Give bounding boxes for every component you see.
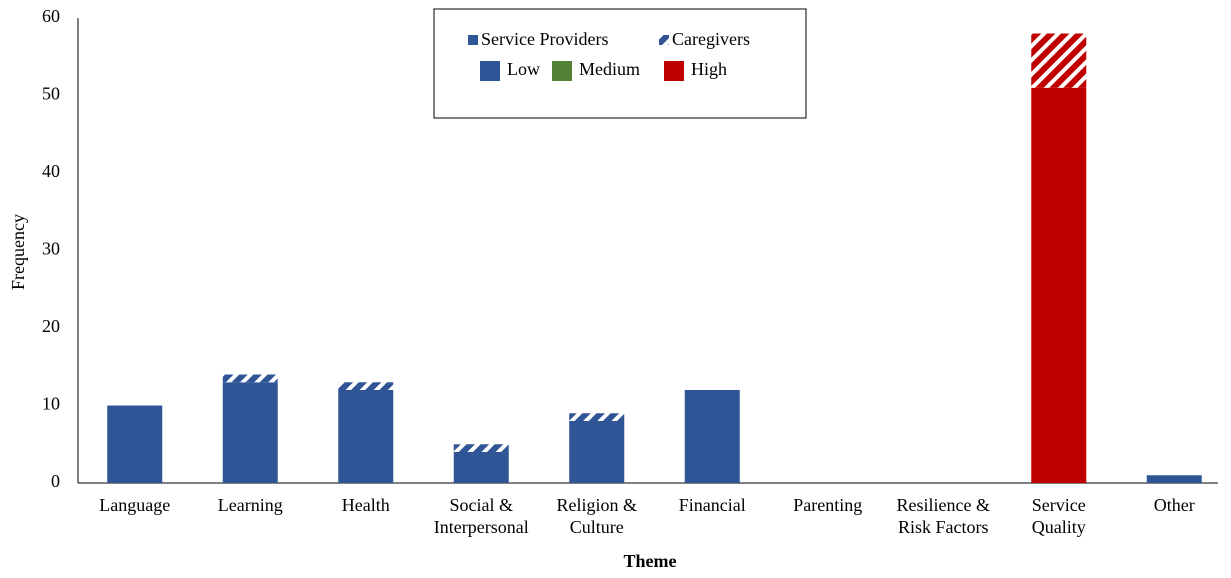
legend-marker: [480, 61, 500, 81]
bar-segment: [1031, 87, 1087, 483]
x-tick-label: Social &: [450, 495, 514, 515]
bar-segment: [1146, 475, 1202, 483]
y-tick-label: 0: [51, 471, 60, 491]
y-tick-label: 60: [42, 6, 60, 26]
x-tick-label: Risk Factors: [898, 517, 989, 537]
legend-marker: [468, 35, 478, 45]
x-tick-label: Language: [99, 495, 170, 515]
y-tick-label: 30: [42, 239, 60, 259]
legend-label: Caregivers: [672, 29, 750, 49]
x-axis-label: Theme: [624, 551, 677, 571]
y-tick-label: 50: [42, 84, 60, 104]
x-tick-label: Interpersonal: [434, 517, 529, 537]
legend-marker: [664, 61, 684, 81]
bar-segment: [684, 390, 740, 483]
x-tick-label: Service: [1032, 495, 1086, 515]
y-tick-label: 40: [42, 161, 60, 181]
bar-segment: [338, 390, 394, 483]
bar-segment: [107, 405, 163, 483]
x-tick-label: Parenting: [793, 495, 862, 515]
x-tick-label: Other: [1154, 495, 1195, 515]
x-tick-label: Religion &: [557, 495, 638, 515]
x-tick-label: Quality: [1032, 517, 1086, 537]
legend-marker: [552, 61, 572, 81]
x-tick-label: Learning: [218, 495, 283, 515]
legend-label: Medium: [579, 59, 640, 79]
bar-segment: [1031, 33, 1087, 88]
y-tick-label: 10: [42, 394, 60, 414]
legend-label: High: [691, 59, 727, 79]
legend-marker: [659, 35, 669, 45]
x-tick-label: Health: [342, 495, 390, 515]
y-tick-label: 20: [42, 316, 60, 336]
x-tick-label: Culture: [570, 517, 624, 537]
bar-segment: [453, 452, 509, 483]
y-axis-label: Frequency: [8, 214, 28, 290]
legend-label: Service Providers: [481, 29, 608, 49]
legend-label: Low: [507, 59, 540, 79]
x-tick-label: Resilience &: [897, 495, 990, 515]
bar-segment: [222, 382, 278, 483]
bar-segment: [338, 382, 394, 390]
bar-segment: [222, 374, 278, 383]
bar-segment: [453, 444, 509, 452]
bar-segment: [569, 413, 625, 421]
x-tick-label: Financial: [679, 495, 746, 515]
bar-segment: [569, 421, 625, 483]
